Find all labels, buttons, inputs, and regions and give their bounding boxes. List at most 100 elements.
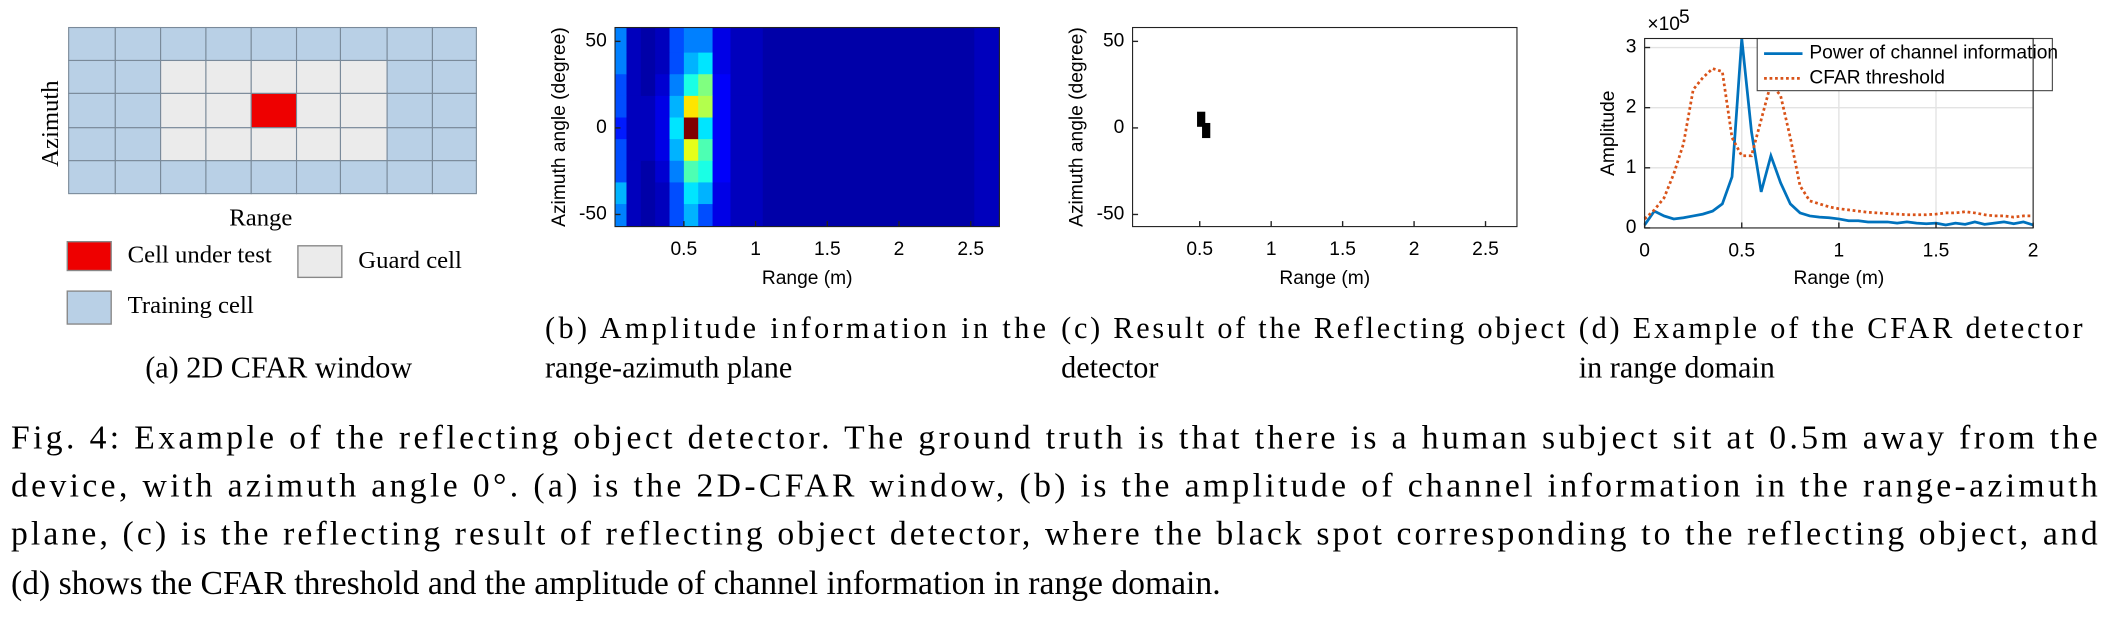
y-axis-label: Azimuth angle (degree) xyxy=(549,27,570,227)
legend-box xyxy=(1756,37,2053,92)
caption-line: plane, (c) is the reflecting result of r… xyxy=(11,516,2098,553)
window-cell xyxy=(431,59,477,94)
y-tick-label: 0 xyxy=(1114,117,1125,138)
heatmap-cell xyxy=(870,95,929,118)
window-cell xyxy=(386,160,433,195)
chart: 0.5 1 1.5 2 2.5 -50 0 50 Range (m) Azimuth angle … xyxy=(1061,26,1566,385)
heatmap-cell xyxy=(655,160,670,183)
x-tick-label: 2.5 xyxy=(1472,239,1499,260)
heatmap-cell xyxy=(655,95,670,118)
x-tick-label: 1.5 xyxy=(1329,239,1356,260)
window-cell xyxy=(205,92,252,129)
heatmap-cell xyxy=(812,52,871,75)
heatmap-cell xyxy=(812,95,871,118)
heatmap-cell xyxy=(655,117,670,140)
heatmap-cell xyxy=(812,117,871,140)
window-cell xyxy=(386,127,433,162)
window-cell xyxy=(431,92,477,129)
heatmap-cell xyxy=(669,95,685,118)
chart: Power of channel information CFAR thresho… xyxy=(1579,7,2083,385)
window-cell xyxy=(295,59,342,94)
heatmap-cell xyxy=(730,138,764,161)
heatmap-cell xyxy=(683,117,699,140)
subcaption: range-azimuth plane xyxy=(545,351,792,385)
heatmap-cell xyxy=(762,138,814,161)
heatmap-cell xyxy=(615,138,627,161)
window-cell xyxy=(431,26,477,62)
heatmap-cell xyxy=(927,52,975,75)
x-tick-label: 0.5 xyxy=(1186,239,1213,260)
heatmap-cell xyxy=(683,138,699,161)
x-tick-label: 1.5 xyxy=(1923,240,1950,261)
heatmap-cell xyxy=(655,182,670,205)
y-tick-label: 0 xyxy=(1626,217,1637,238)
window-cell xyxy=(250,160,298,195)
heatmap-cell xyxy=(683,95,699,118)
heatmap-cell xyxy=(640,117,656,140)
figure-caption: Fig. 4: Example of the reflecting object… xyxy=(11,419,2098,602)
heatmap-cell xyxy=(927,160,975,183)
window-cell xyxy=(295,92,342,129)
window-cell xyxy=(160,59,207,94)
heatmap-cell xyxy=(698,95,713,118)
window-cell xyxy=(295,26,342,62)
subcaption: (c) Result of the Reflecting object xyxy=(1061,311,1565,345)
heatmap-cell xyxy=(730,203,764,227)
heatmap-cell xyxy=(762,73,814,96)
heatmap-cell xyxy=(870,160,929,183)
heatmap-cell xyxy=(712,203,731,227)
x-tick-label: 2.5 xyxy=(957,239,984,260)
heatmap-cell xyxy=(927,73,975,96)
window-cell xyxy=(295,160,342,195)
heatmap-cell xyxy=(698,73,713,96)
y-scale-exponent: 5 xyxy=(1679,7,1690,28)
window-cell xyxy=(250,59,298,94)
heatmap-cell xyxy=(812,27,871,53)
window-cell xyxy=(339,92,388,129)
heatmap-cell xyxy=(974,117,1000,140)
heatmap-cell xyxy=(730,95,764,118)
heatmap-cell xyxy=(640,203,656,227)
heatmap-cell xyxy=(640,138,656,161)
window-cell xyxy=(160,160,207,195)
heatmap-cell xyxy=(698,138,713,161)
window-cell xyxy=(205,59,252,94)
heatmap-cell xyxy=(626,95,642,118)
window-cell xyxy=(68,160,116,195)
detected-spot xyxy=(1197,111,1206,127)
heatmap-cell xyxy=(669,182,685,205)
heatmap-cell xyxy=(698,117,713,140)
heatmap-cell xyxy=(683,73,699,96)
window-cell xyxy=(339,127,388,162)
y-tick-label: 2 xyxy=(1626,97,1637,118)
heatmap-cell xyxy=(640,27,656,53)
x-tick-label: 0.5 xyxy=(671,239,698,260)
heatmap-cell xyxy=(615,52,627,75)
detected-spot xyxy=(1202,122,1211,139)
heatmap-cell xyxy=(762,182,814,205)
heatmap-cell xyxy=(870,52,929,75)
heatmap-cell xyxy=(698,160,713,183)
window-cell xyxy=(68,127,116,162)
heatmap-cell xyxy=(712,117,731,140)
heatmap-cell xyxy=(812,73,871,96)
caption-line: device, with azimuth angle 0°. (a) is th… xyxy=(11,468,2098,505)
heatmap-cell xyxy=(626,27,642,53)
x-axis-label: Range (m) xyxy=(1794,268,1885,289)
x-tick-label: 1.5 xyxy=(814,239,841,260)
series-line xyxy=(1643,38,2034,227)
heatmap-cell xyxy=(974,73,1000,96)
x-tick-label: 0 xyxy=(1639,240,1650,261)
window-cell xyxy=(205,160,252,195)
axes-box xyxy=(614,26,1000,228)
x-tick-label: 2 xyxy=(1409,239,1420,260)
heatmap-cell xyxy=(762,27,814,53)
y-tick-label: 3 xyxy=(1626,37,1637,58)
heatmap-cell xyxy=(683,160,699,183)
window-cell xyxy=(386,92,433,129)
heatmap-cell xyxy=(927,27,975,53)
heatmap-cell xyxy=(626,182,642,205)
subcaption: detector xyxy=(1061,351,1158,385)
heatmap-cell xyxy=(669,52,685,75)
